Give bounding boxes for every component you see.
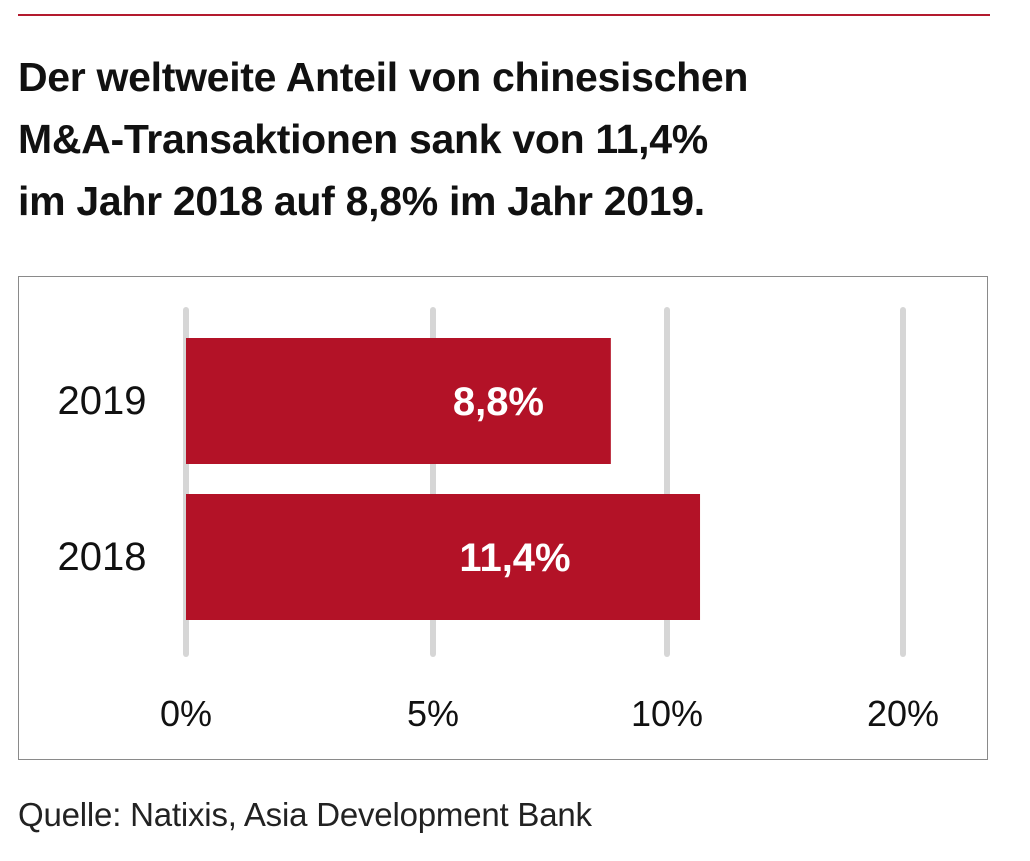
x-tick-label: 10% [631,693,703,734]
bar-layer [186,338,701,620]
bar-2019 [186,338,611,464]
label-layer: 0% 5% 10% 20% 2019 8,8% 2018 11,4% [58,379,940,734]
headline-line-2: M&A-Transaktionen sank von 11,4% [18,116,708,162]
category-label-2019: 2019 [58,379,147,423]
chart-frame [18,276,988,760]
value-label-2019: 8,8% [453,380,544,424]
x-tick-label: 0% [160,693,212,734]
bar-2018 [186,494,701,620]
headline-line-1: Der weltweite Anteil von chinesischen [18,54,749,100]
x-tick-label: 20% [867,693,939,734]
top-rule [18,14,990,16]
source-note: Quelle: Natixis, Asia Development Bank [18,796,592,833]
x-tick-label: 5% [407,693,459,734]
headline-line-3: im Jahr 2018 auf 8,8% im Jahr 2019. [18,178,705,224]
category-label-2018: 2018 [58,535,147,579]
value-label-2018: 11,4% [459,536,570,580]
chart-headline: Der weltweite Anteil von chinesischen M&… [18,46,978,232]
